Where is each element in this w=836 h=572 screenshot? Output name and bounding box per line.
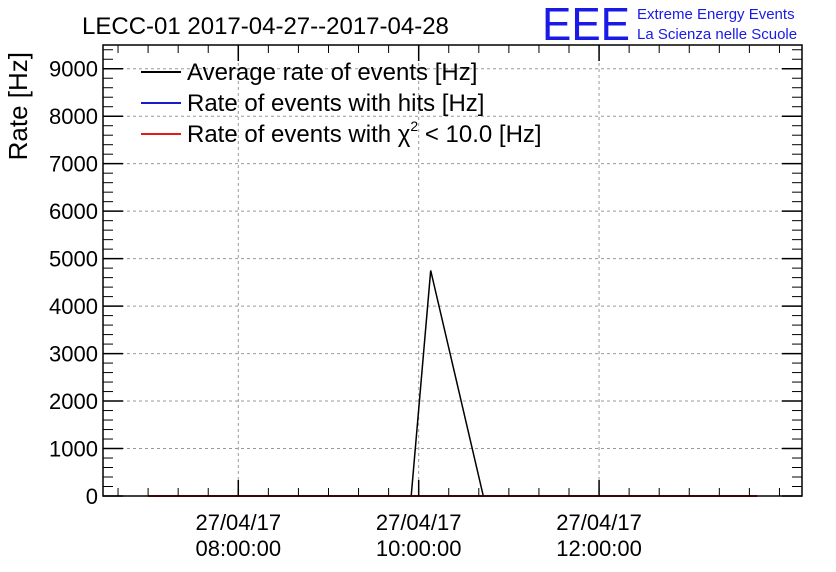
y-tick-label: 6000 [49,199,98,224]
y-tick-label: 5000 [49,247,98,272]
x-tick-label-date: 27/04/17 [556,510,642,535]
y-tick-label: 1000 [49,437,98,462]
y-tick-label: 2000 [49,389,98,414]
y-tick-label: 9000 [49,57,98,82]
x-tick-label-date: 27/04/17 [376,510,462,535]
eee-logo: EEE Extreme Energy Events La Scienza nel… [542,0,797,50]
legend-chi2-sup: 2 [410,118,418,134]
y-tick-label: 8000 [49,104,98,129]
series-line-average-rate [148,270,757,497]
legend-chi2-symbol: χ [398,121,411,148]
legend-label-average-rate: Average rate of events [Hz] [187,59,477,86]
y-axis-label: Rate [Hz] [3,52,33,160]
legend-label-chi2-rate: Rate of events with χ2 < 10.0 [Hz] [187,118,542,148]
x-tick-label-time: 08:00:00 [195,536,281,561]
x-tick-label-time: 10:00:00 [376,536,462,561]
y-tick-label: 0 [86,484,98,509]
eee-logo-line1: Extreme Energy Events [637,6,795,23]
eee-logo-mark: EEE [542,0,630,50]
plot-frame [102,44,803,497]
legend: Average rate of events [Hz] Rate of even… [141,59,542,148]
x-axis: 27/04/1708:00:0027/04/1710:00:0027/04/17… [117,45,780,561]
eee-logo-line2: La Scienza nelle Scuole [637,26,797,43]
legend-label-hits-rate: Rate of events with hits [Hz] [187,90,484,117]
x-tick-label-date: 27/04/17 [195,510,281,535]
grid-lines [103,45,802,496]
legend-chi2-prefix: Rate of events with [187,121,398,148]
chart-title: LECC-01 2017-04-27--2017-04-28 [82,13,449,40]
y-tick-label: 7000 [49,152,98,177]
y-tick-label: 3000 [49,342,98,367]
series-layer [148,270,757,497]
y-axis: 0 1000 2000 3000 4000 5000 6000 7000 8000 9000 [49,49,802,509]
x-tick-label-time: 12:00:00 [556,536,642,561]
legend-chi2-suffix: < 10.0 [Hz] [418,121,541,148]
y-tick-label: 4000 [49,294,98,319]
